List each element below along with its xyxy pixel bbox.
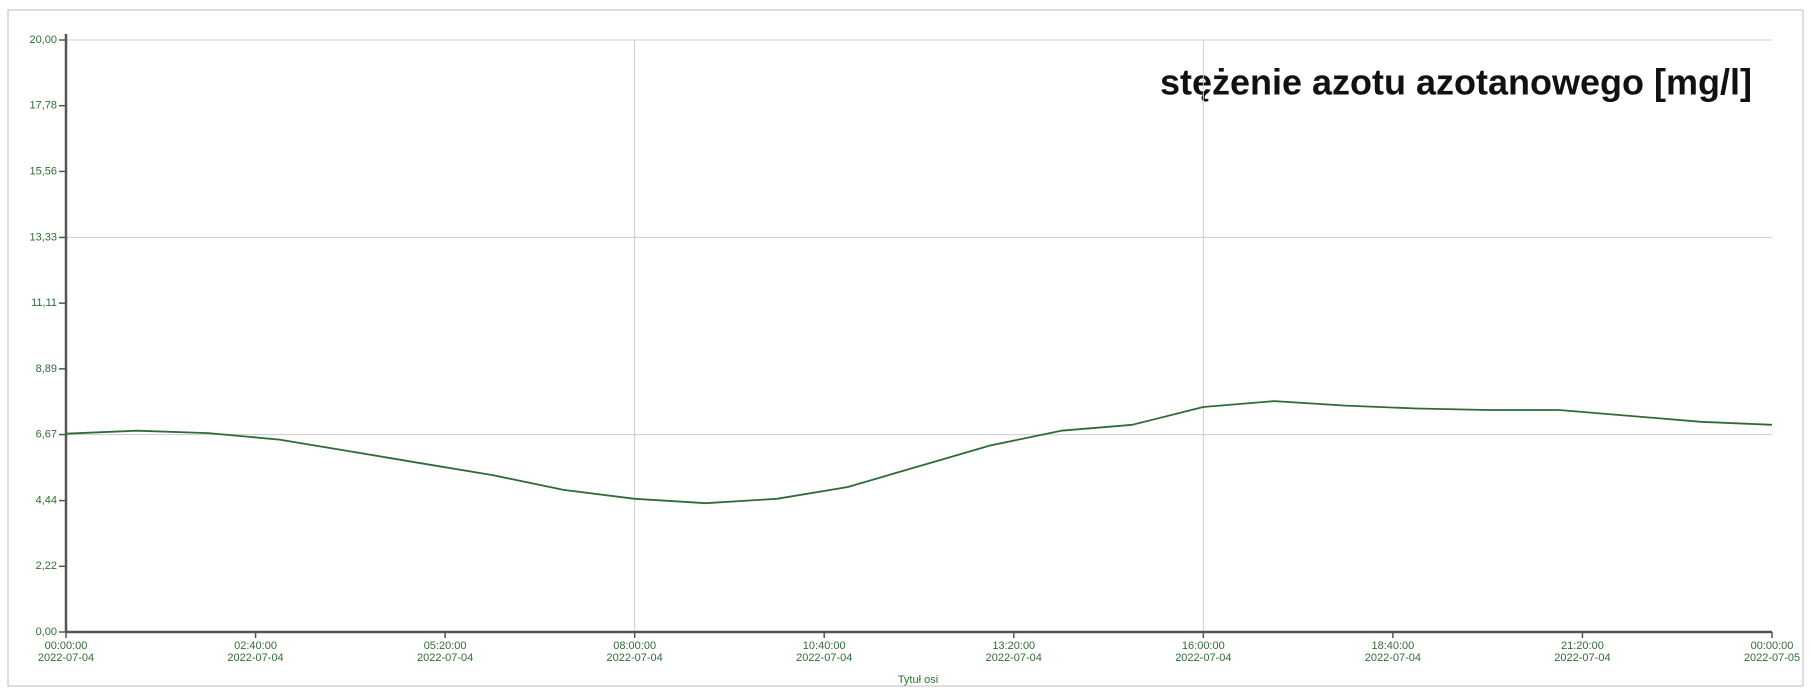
frame bbox=[7, 9, 1804, 687]
y-tick-label: 2,22 bbox=[36, 560, 57, 572]
y-tick-label: 4,44 bbox=[36, 494, 57, 506]
x-tick-label: 00:00:00 2022-07-05 bbox=[1744, 640, 1800, 664]
x-tick-label: 05:20:00 2022-07-04 bbox=[417, 640, 473, 664]
y-tick-label: 13,33 bbox=[29, 231, 57, 243]
x-tick-label: 18:40:00 2022-07-04 bbox=[1365, 640, 1421, 664]
y-tick-label: 20,00 bbox=[29, 34, 57, 46]
y-tick-label: 8,89 bbox=[36, 363, 57, 375]
x-tick-label: 21:20:00 2022-07-04 bbox=[1554, 640, 1610, 664]
x-tick-label: 16:00:00 2022-07-04 bbox=[1175, 640, 1231, 664]
y-tick-label: 6,67 bbox=[36, 428, 57, 440]
x-tick-label: 13:20:00 2022-07-04 bbox=[986, 640, 1042, 664]
x-tick-label: 00:00:00 2022-07-04 bbox=[38, 640, 94, 664]
chart-title: stężenie azotu azotanowego [mg/l] bbox=[1160, 62, 1752, 103]
y-tick-label: 0,00 bbox=[36, 626, 57, 638]
y-tick-label: 17,78 bbox=[29, 100, 57, 112]
y-tick-label: 15,56 bbox=[29, 165, 57, 177]
data-line bbox=[65, 400, 1773, 505]
x-tick-label: 02:40:00 2022-07-04 bbox=[227, 640, 283, 664]
x-tick-label: 10:40:00 2022-07-04 bbox=[796, 640, 852, 664]
x-axis-title: Tytuł osi bbox=[898, 674, 938, 686]
y-tick-label: 11,11 bbox=[31, 297, 57, 309]
x-tick-label: 08:00:00 2022-07-04 bbox=[607, 640, 663, 664]
